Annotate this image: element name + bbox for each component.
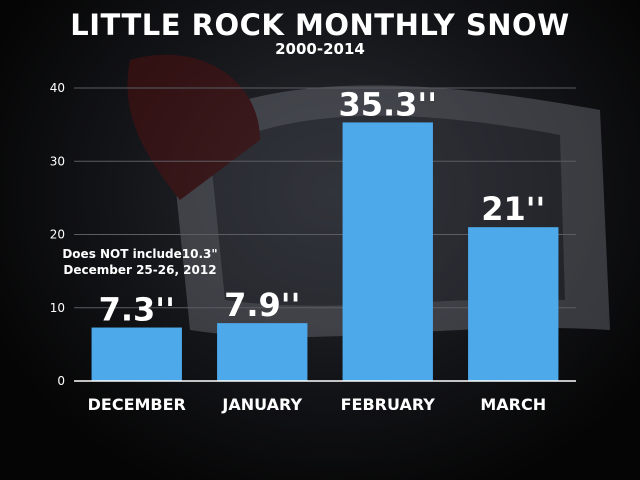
bar <box>342 122 433 382</box>
y-tick-label: 0 <box>57 374 65 388</box>
bar <box>217 323 308 381</box>
y-tick-labels: 0 10 20 30 40 <box>50 81 65 388</box>
annotation-line-1: Does NOT include10.3" <box>62 247 218 261</box>
annotation-note: Does NOT include10.3" December 25-26, 20… <box>60 246 220 278</box>
y-tick-label: 40 <box>50 81 65 95</box>
data-label: 7.3'' <box>99 291 175 329</box>
y-tick-label: 20 <box>50 228 65 242</box>
bars-layer <box>91 122 559 382</box>
bar <box>91 327 182 381</box>
data-labels: 7.3'' 7.9'' 35.3'' 21'' <box>99 85 546 328</box>
category-label: JANUARY <box>221 395 302 414</box>
category-label: DECEMBER <box>88 395 186 414</box>
category-labels: DECEMBER JANUARY FEBRUARY MARCH <box>88 395 547 414</box>
y-tick-label: 30 <box>50 154 65 168</box>
category-label: MARCH <box>480 395 546 414</box>
chart-subtitle: 2000-2014 <box>275 40 365 58</box>
data-label: 35.3'' <box>338 85 437 123</box>
bar <box>468 227 559 381</box>
category-label: FEBRUARY <box>341 395 436 414</box>
annotation-line-2: December 25-26, 2012 <box>63 263 217 277</box>
chart-title: LITTLE ROCK MONTHLY SNOW <box>70 8 570 42</box>
data-label: 7.9'' <box>224 286 300 324</box>
y-tick-label: 10 <box>50 301 65 315</box>
data-label: 21'' <box>481 190 545 228</box>
